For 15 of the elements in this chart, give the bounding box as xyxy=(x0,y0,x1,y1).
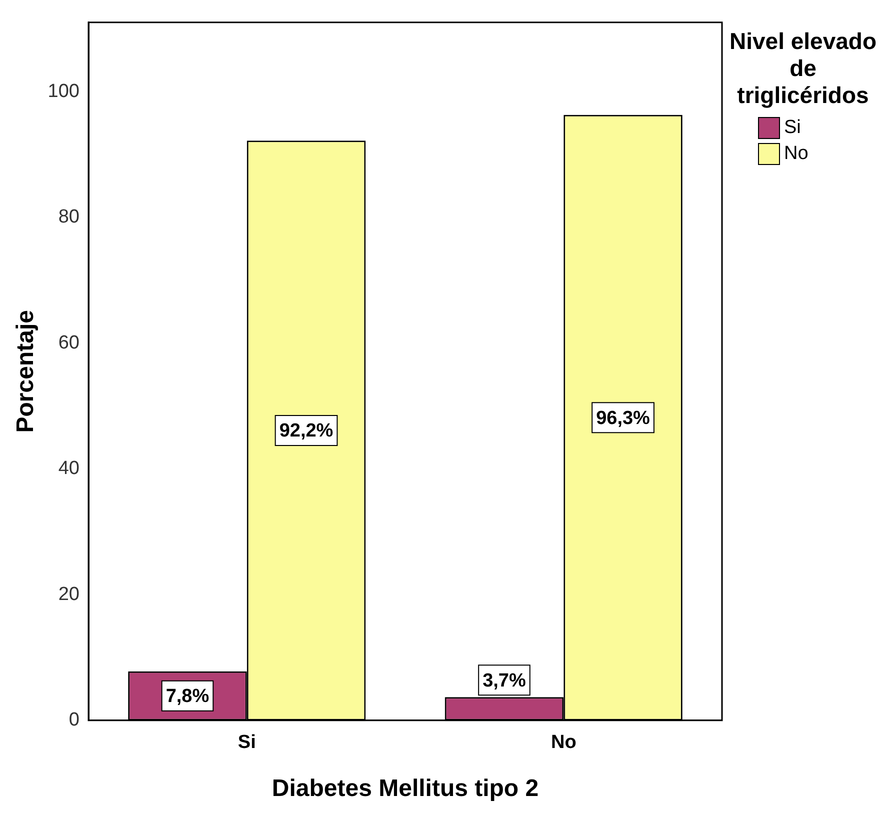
y-tick-label: 20 xyxy=(58,584,80,605)
y-tick-label: 80 xyxy=(58,206,80,228)
data-label: 3,7% xyxy=(482,670,526,692)
y-tick-label: 0 xyxy=(68,710,80,731)
legend-label: No xyxy=(784,143,808,165)
y-tick-label: 60 xyxy=(58,332,80,354)
data-label: 96,3% xyxy=(596,408,650,429)
y-tick-label: 100 xyxy=(48,80,80,102)
data-label: 7,8% xyxy=(166,686,210,708)
y-axis-title: Porcentaje xyxy=(12,310,40,433)
data-label: 92,2% xyxy=(279,420,334,442)
legend-label: Si xyxy=(784,117,801,139)
legend-title: Nivel elevado de triglicéridos xyxy=(728,28,878,109)
y-tick-label: 40 xyxy=(58,458,80,480)
x-axis-title: Diabetes Mellitus tipo 2 xyxy=(272,775,539,802)
